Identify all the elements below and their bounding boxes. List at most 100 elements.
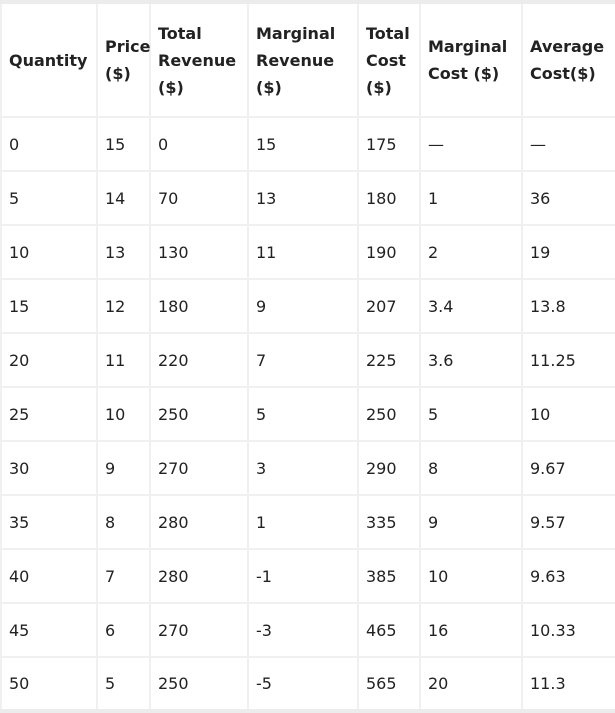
total-revenue-cell: 250	[149, 386, 249, 442]
total-cost-cell: 180	[357, 170, 421, 226]
total-cost-cell: 250	[357, 386, 421, 442]
average-cost-header: Average Cost($)	[521, 0, 615, 118]
total-cost-cell: 190	[357, 224, 421, 280]
table-row: 15 12 180 9 207 3.4 13.8	[0, 278, 615, 334]
total-cost-header-line: ($)	[366, 77, 392, 97]
marginal-revenue-header-line: Revenue	[256, 50, 335, 70]
marginal-revenue-cell: 9	[247, 278, 359, 334]
marginal-cost-header: Marginal Cost ($)	[419, 0, 523, 118]
quantity-cell: 10	[0, 224, 98, 280]
quantity-cell: 45	[0, 602, 98, 658]
total-revenue-header-line: ($)	[158, 77, 184, 97]
marginal-cost-cell: 10	[419, 548, 523, 604]
average-cost-cell: 11.3	[521, 656, 615, 713]
table-row: 10 13 130 11 190 2 19	[0, 224, 615, 280]
table-row: 25 10 250 5 250 5 10	[0, 386, 615, 442]
marginal-revenue-header: Marginal Revenue ($)	[247, 0, 359, 118]
marginal-cost-cell: 9	[419, 494, 523, 550]
total-cost-cell: 290	[357, 440, 421, 496]
table-row: 0 15 0 15 175— —	[0, 116, 615, 172]
quantity-cell: 30	[0, 440, 98, 496]
price-cell: 6	[96, 602, 151, 658]
price-cell: 8	[96, 494, 151, 550]
table-row: 5 14 70 13 180 1 36	[0, 170, 615, 226]
price-header-line: Price	[105, 37, 151, 56]
average-cost-cell: 10	[521, 386, 615, 442]
quantity-cell: 35	[0, 494, 98, 550]
total-cost-cell: 385	[357, 548, 421, 604]
price-cell: 12	[96, 278, 151, 334]
marginal-cost-cell: 3.6	[419, 332, 523, 388]
marginal-cost-header-line: Cost ($)	[428, 64, 500, 83]
price-cell: 13	[96, 224, 151, 280]
total-revenue-header: Total Revenue ($)	[149, 0, 249, 118]
total-revenue-cell: 220	[149, 332, 249, 388]
marginal-revenue-cell: 5	[247, 386, 359, 442]
average-cost-cell: 9.67	[521, 440, 615, 496]
marginal-revenue-cell: -5	[247, 656, 359, 713]
table-row: 45 6 270 -3 465 16 10.33	[0, 602, 615, 658]
table-row: 35 8 280 1 335 9 9.57	[0, 494, 615, 550]
price-header-line: ($)	[105, 64, 131, 83]
price-cell: 11	[96, 332, 151, 388]
quantity-cell: 5	[0, 170, 98, 226]
marginal-revenue-cell: -1	[247, 548, 359, 604]
price-cell: 15	[96, 116, 151, 172]
total-cost-cell: 175	[357, 116, 421, 172]
average-cost-cell: 9.63	[521, 548, 615, 604]
total-cost-header-line: Total	[366, 23, 410, 43]
price-cell: 14	[96, 170, 151, 226]
average-cost-cell: 9.57	[521, 494, 615, 550]
marginal-cost-cell: 8	[419, 440, 523, 496]
marginal-revenue-cell: 3	[247, 440, 359, 496]
marginal-revenue-cell: -3	[247, 602, 359, 658]
marginal-revenue-cell: 1	[247, 494, 359, 550]
total-revenue-cell: 270	[149, 602, 249, 658]
marginal-cost-cell: 1	[419, 170, 523, 226]
table-row: 30 9 270 3 290 8 9.67	[0, 440, 615, 496]
total-revenue-cell: 250	[149, 656, 249, 713]
table-row: 40 7 280 -1 385 10 9.63	[0, 548, 615, 604]
total-cost-cell: 207	[357, 278, 421, 334]
average-cost-cell: 19	[521, 224, 615, 280]
marginal-revenue-cell: 11	[247, 224, 359, 280]
quantity-cell: 15	[0, 278, 98, 334]
marginal-cost-cell: 2	[419, 224, 523, 280]
average-cost-cell: —	[521, 116, 615, 172]
average-cost-header-line: Cost($)	[530, 64, 596, 83]
average-cost-cell: 13.8	[521, 278, 615, 334]
table-body: 0 15 0 15 175— —5 14 70 13 180 1 36 10 13 130 11 190 2 19 1…	[0, 116, 615, 713]
marginal-cost-cell: —	[419, 116, 523, 172]
marginal-cost-cell: 5	[419, 386, 523, 442]
marginal-cost-cell: 20	[419, 656, 523, 713]
table-header: Quantity Price ($) Total Revenue ($) Marginal R…	[0, 0, 615, 118]
total-cost-cell: 225	[357, 332, 421, 388]
price-cell: 7	[96, 548, 151, 604]
marginal-revenue-cell: 15	[247, 116, 359, 172]
total-revenue-cell: 130	[149, 224, 249, 280]
total-cost-cell: 565	[357, 656, 421, 713]
quantity-cell: 50	[0, 656, 98, 713]
total-revenue-header-line: Total	[158, 23, 202, 43]
header-row: Quantity Price ($) Total Revenue ($) Marginal R…	[0, 0, 615, 118]
price-cell: 5	[96, 656, 151, 713]
marginal-cost-cell: 3.4	[419, 278, 523, 334]
total-revenue-cell: 280	[149, 548, 249, 604]
quantity-cell: 0	[0, 116, 98, 172]
average-cost-cell: 36	[521, 170, 615, 226]
total-revenue-cell: 180	[149, 278, 249, 334]
total-revenue-cell: 270	[149, 440, 249, 496]
average-cost-cell: 10.33	[521, 602, 615, 658]
marginal-revenue-header-line: Marginal	[256, 23, 336, 43]
price-header: Price ($)	[96, 0, 151, 118]
price-cell: 9	[96, 440, 151, 496]
total-cost-cell: 335	[357, 494, 421, 550]
quantity-header: Quantity	[0, 0, 98, 118]
total-revenue-cell: 0	[149, 116, 249, 172]
total-revenue-cell: 70	[149, 170, 249, 226]
quantity-cell: 40	[0, 548, 98, 604]
average-cost-header-line: Average	[530, 37, 605, 56]
table-row: 50 5 250 -5 565 20 11.3	[0, 656, 615, 713]
marginal-cost-cell: 16	[419, 602, 523, 658]
